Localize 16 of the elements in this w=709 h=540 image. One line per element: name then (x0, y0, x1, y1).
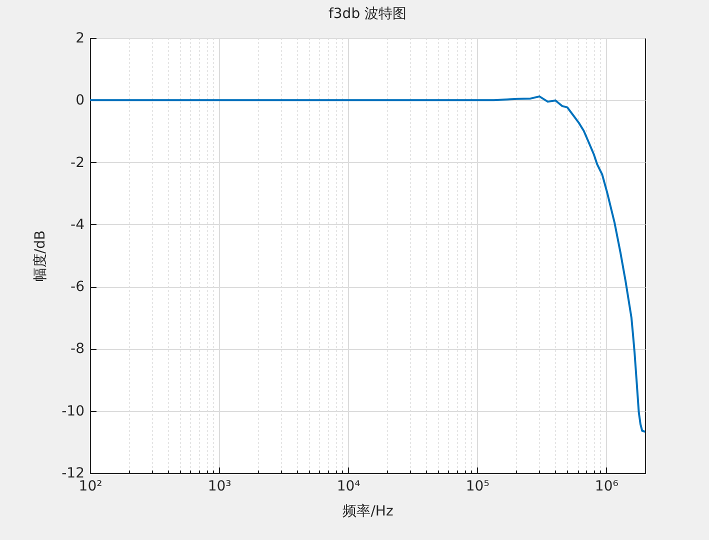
x-tick-label: 10⁴ (336, 478, 361, 494)
y-tick-label: -10 (62, 403, 84, 420)
y-tick-label: -2 (70, 154, 84, 171)
x-tick-label: 10³ (208, 478, 232, 494)
y-tick-label: -4 (70, 216, 85, 233)
y-tick-label: -8 (70, 341, 84, 358)
y-tick-label: -6 (70, 279, 85, 296)
x-axis-title: 频率/Hz (342, 504, 394, 520)
x-tick-label: 10⁶ (594, 478, 619, 494)
chart-title: f3db 波特图 (328, 6, 407, 22)
y-tick-label: 2 (76, 30, 84, 46)
y-tick-label: -12 (62, 466, 84, 482)
y-axis-title: 幅度/dB (32, 230, 49, 282)
x-tick-label: 10² (78, 478, 102, 494)
y-tick-label: 0 (76, 92, 84, 109)
x-tick-label: 10⁵ (466, 478, 490, 494)
